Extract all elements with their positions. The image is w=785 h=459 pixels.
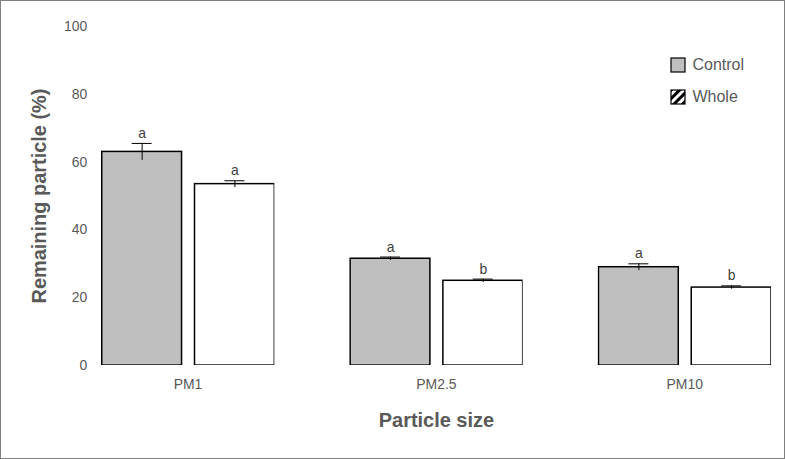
svg-text:PM1: PM1 (174, 376, 203, 392)
svg-text:a: a (635, 245, 643, 261)
svg-text:PM2.5: PM2.5 (416, 376, 457, 392)
svg-text:b: b (479, 261, 487, 277)
svg-text:40: 40 (72, 221, 88, 237)
svg-text:20: 20 (72, 289, 88, 305)
svg-text:Particle size: Particle size (379, 409, 494, 431)
svg-text:a: a (387, 239, 395, 255)
svg-text:80: 80 (72, 86, 88, 102)
html-text:Whole: Whole (692, 88, 738, 105)
svg-text:PM10: PM10 (667, 376, 704, 392)
svg-text:b: b (728, 267, 736, 283)
html-text:Control: Control (692, 56, 744, 73)
svg-text:Remaining particle (%): Remaining particle (%) (28, 89, 50, 304)
svg-text:a: a (138, 125, 146, 141)
svg-text:60: 60 (72, 154, 88, 170)
svg-text:100: 100 (64, 18, 88, 34)
svg-text:0: 0 (80, 357, 88, 373)
svg-text:a: a (231, 162, 239, 178)
